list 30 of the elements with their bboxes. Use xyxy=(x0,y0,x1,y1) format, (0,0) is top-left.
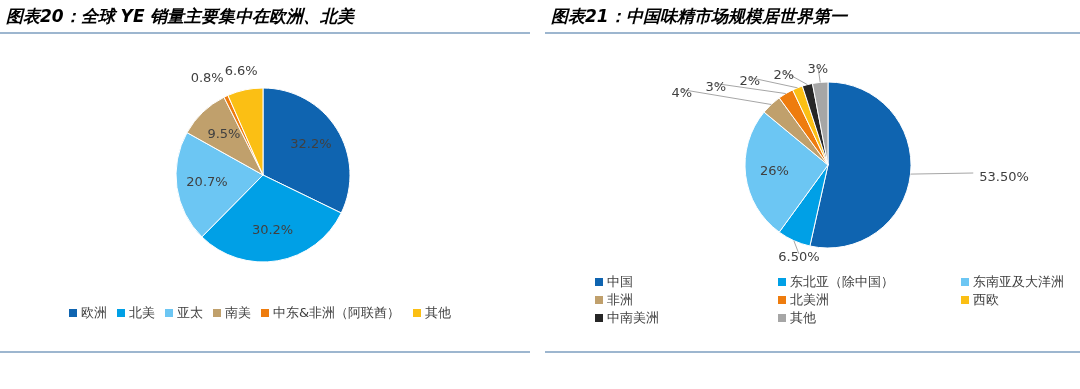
data-label: 2% xyxy=(773,67,795,83)
legend-label: 其他 xyxy=(425,304,451,320)
legend-label: 其他 xyxy=(790,309,816,325)
legend-label: 中东&非洲（阿联酋） xyxy=(273,304,401,320)
data-label: 6.6% xyxy=(224,62,258,78)
data-label: 3% xyxy=(807,61,829,77)
data-label: 2% xyxy=(739,73,761,89)
legend-label: 东南亚及大洋洲 xyxy=(973,273,1064,289)
data-label: 30.2% xyxy=(251,222,294,238)
legend-label: 欧洲 xyxy=(81,304,107,320)
legend-label: 北美洲 xyxy=(790,291,829,307)
chart-title: 图表20：全球 YE 销量主要集中在欧洲、北美 xyxy=(6,6,357,26)
legend-label: 中南美洲 xyxy=(607,309,659,325)
data-label: 26% xyxy=(760,163,789,179)
legend-label: 中国 xyxy=(607,273,633,289)
legend-label: 西欧 xyxy=(973,291,999,307)
chart-title: 图表21：中国味精市场规模居世界第一 xyxy=(551,6,849,26)
data-label: 6.50% xyxy=(778,249,820,265)
data-label: 53.50% xyxy=(979,168,1029,184)
data-label: 3% xyxy=(705,79,727,95)
legend-label: 亚太 xyxy=(177,304,203,320)
data-label: 32.2% xyxy=(290,136,332,152)
legend-label: 非洲 xyxy=(607,291,633,307)
data-label: 9.5% xyxy=(207,125,241,141)
data-label: 4% xyxy=(671,85,693,101)
data-label: 20.7% xyxy=(186,174,228,190)
legend-label: 东北亚（除中国） xyxy=(790,273,894,289)
legend-label: 北美 xyxy=(129,304,155,320)
data-label: 0.8% xyxy=(190,70,224,86)
legend-label: 南美 xyxy=(225,304,251,320)
